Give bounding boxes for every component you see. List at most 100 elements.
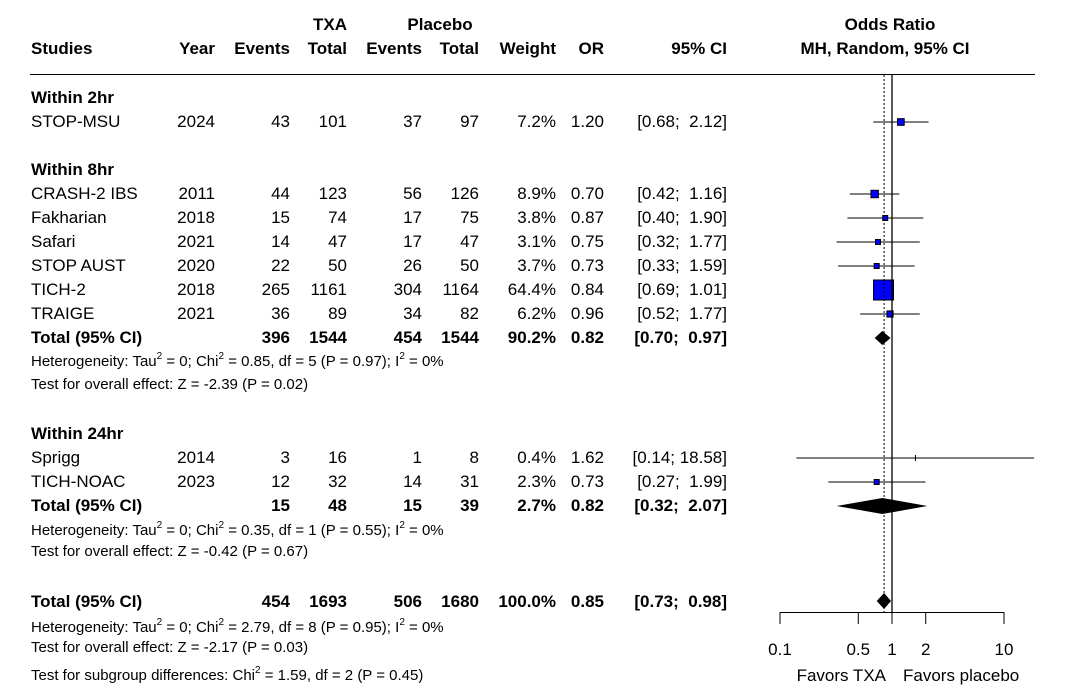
heterogeneity-text: Heterogeneity: Tau2 = 0; Chi2 = 0.35, df… <box>31 520 444 540</box>
heterogeneity-text: Heterogeneity: Tau2 = 0; Chi2 = 0.85, df… <box>31 351 444 371</box>
cell-ci-text: [0.32; 1.77] <box>637 232 727 251</box>
weight-square <box>873 279 895 301</box>
cell-e2: 1 <box>412 448 422 467</box>
cell-weight: 3.7% <box>517 256 556 275</box>
weight-square <box>873 479 880 485</box>
study-name: TRAIGE <box>31 304 95 323</box>
text-part: = 0% <box>404 522 444 539</box>
cell-e1: 12 <box>271 472 290 491</box>
cell-e2: 304 <box>393 280 422 299</box>
cell-weight: 8.9% <box>517 184 556 203</box>
x-tick-label: 0.1 <box>768 640 792 659</box>
subgroup-label: Within 24hr <box>31 424 124 443</box>
cell-or-text: 0.87 <box>570 208 604 227</box>
header-placebo-events: Events <box>366 39 422 58</box>
cell-e2: 506 <box>393 592 422 611</box>
cell-e2: 26 <box>403 256 422 275</box>
study-year: 2023 <box>177 472 215 491</box>
cell-n2: 8 <box>469 448 479 467</box>
cell-n1: 1161 <box>310 280 347 299</box>
text-part: Heterogeneity: Tau <box>31 619 157 636</box>
cell-e2: 454 <box>393 328 422 347</box>
cell-or-text: 0.70 <box>570 184 604 203</box>
superscript: 2 <box>255 665 261 676</box>
cell-or-text: 0.75 <box>570 232 604 251</box>
header-ci: 95% CI <box>671 39 727 58</box>
cell-n2: 39 <box>460 496 479 515</box>
superscript: 2 <box>218 520 225 531</box>
weight-square <box>886 310 894 318</box>
cell-e1: 265 <box>261 280 290 299</box>
cell-or-text: 1.20 <box>570 112 604 131</box>
text-part: Heterogeneity: Tau <box>31 353 157 370</box>
header-txa-events: Events <box>234 39 290 58</box>
subgroup-test-text: Test for subgroup differences: Chi2 = 1.… <box>31 665 423 685</box>
cell-n1: 32 <box>328 472 347 491</box>
cell-e2: 56 <box>403 184 422 203</box>
favors-txa-label: Favors TXA <box>797 666 887 685</box>
cell-e2: 15 <box>403 496 422 515</box>
study-year: 2024 <box>177 112 215 131</box>
cell-ci-text: [0.33; 1.59] <box>637 256 727 275</box>
cell-or-text: 0.82 <box>570 496 604 515</box>
favors-placebo-label: Favors placebo <box>903 666 1019 685</box>
cell-e1: 454 <box>261 592 290 611</box>
x-tick-label: 1 <box>887 640 896 659</box>
header-year: Year <box>179 39 215 58</box>
study-name: Safari <box>31 232 76 251</box>
cell-n2: 1164 <box>442 280 479 299</box>
cell-n2: 1544 <box>441 328 479 347</box>
cell-weight: 7.2% <box>517 112 556 131</box>
cell-n1: 47 <box>328 232 347 251</box>
cell-e1: 36 <box>271 304 290 323</box>
cell-n2: 82 <box>460 304 479 323</box>
heterogeneity-text: Heterogeneity: Tau2 = 0; Chi2 = 2.79, df… <box>31 617 444 637</box>
study-year: 2021 <box>177 232 215 251</box>
weight-square <box>870 189 879 199</box>
superscript: 2 <box>399 617 405 628</box>
superscript: 2 <box>156 617 163 628</box>
header-or: OR <box>578 39 605 58</box>
weight-square <box>882 215 889 221</box>
cell-n2: 97 <box>460 112 479 131</box>
superscript: 2 <box>156 351 163 362</box>
cell-weight: 0.4% <box>517 448 556 467</box>
header-placebo-total: Total <box>439 39 479 58</box>
weight-square <box>897 118 905 126</box>
x-tick-label: 2 <box>921 640 930 659</box>
text-part: = 0.85, df = 5 (P = 0.97); I <box>224 353 400 370</box>
study-year: 2011 <box>178 184 215 203</box>
superscript: 2 <box>399 351 405 362</box>
cell-n2: 31 <box>460 472 479 491</box>
cell-ci-text: [0.69; 1.01] <box>637 280 727 299</box>
study-year: 2014 <box>177 448 215 467</box>
subgroup-label: Within 8hr <box>31 160 114 179</box>
overall-effect-text: Test for overall effect: Z = -2.39 (P = … <box>31 376 309 393</box>
superscript: 2 <box>218 351 225 362</box>
cell-n1: 74 <box>328 208 347 227</box>
cell-e2: 34 <box>403 304 422 323</box>
cell-weight: 3.1% <box>517 232 556 251</box>
cell-n1: 1544 <box>309 328 347 347</box>
cell-n1: 123 <box>318 184 347 203</box>
cell-ci-text: [0.40; 1.90] <box>637 208 727 227</box>
cell-n2: 75 <box>460 208 479 227</box>
cell-e2: 17 <box>403 208 422 227</box>
cell-n1: 48 <box>328 496 347 515</box>
study-year: 2021 <box>177 304 215 323</box>
cell-e1: 15 <box>271 208 290 227</box>
cell-n2: 126 <box>450 184 479 203</box>
study-name: TICH-2 <box>31 280 86 299</box>
study-name: Fakharian <box>31 208 107 227</box>
cell-e2: 14 <box>403 472 422 491</box>
cell-n1: 1693 <box>309 592 347 611</box>
cell-weight: 2.7% <box>517 496 556 515</box>
overall-effect-text: Test for overall effect: Z = -2.17 (P = … <box>31 639 309 656</box>
study-name: TICH-NOAC <box>31 472 126 491</box>
cell-weight: 90.2% <box>507 328 556 347</box>
cell-ci-text: [0.14; 18.58] <box>632 448 727 467</box>
x-tick-label: 10 <box>995 640 1014 659</box>
x-tick-label: 0.5 <box>846 640 870 659</box>
header-placebo: Placebo <box>407 15 473 34</box>
